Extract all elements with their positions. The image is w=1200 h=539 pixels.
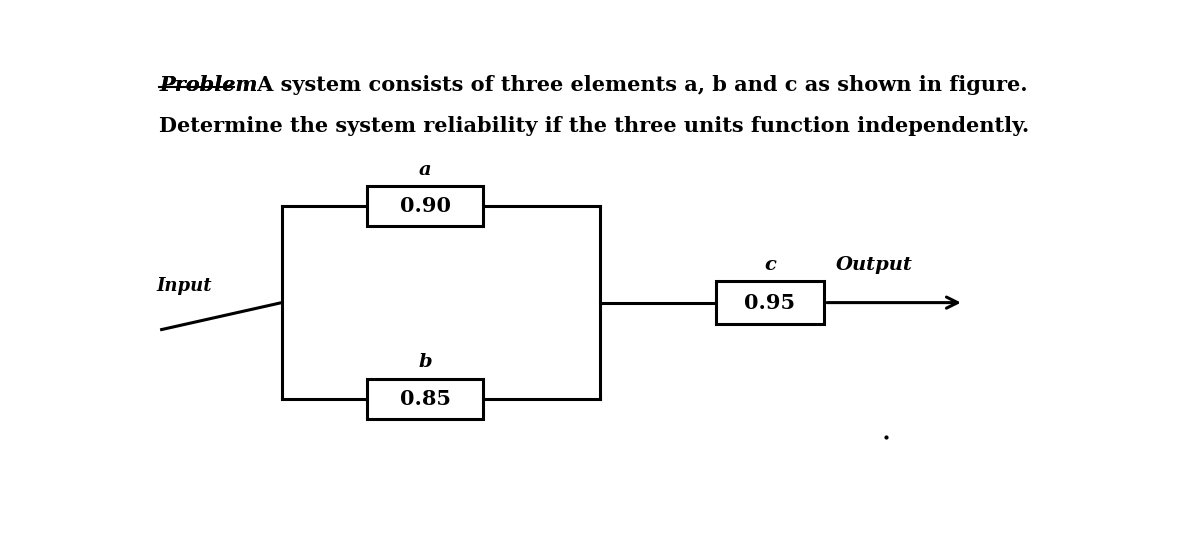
Text: Determine the system reliability if the three units function independently.: Determine the system reliability if the …	[160, 116, 1030, 136]
Text: Output: Output	[836, 255, 913, 274]
FancyBboxPatch shape	[715, 281, 824, 324]
Text: a: a	[419, 161, 432, 178]
Text: c: c	[764, 255, 776, 274]
Text: Input: Input	[156, 277, 212, 295]
Text: 0.95: 0.95	[744, 293, 796, 313]
FancyBboxPatch shape	[367, 379, 484, 419]
Text: 0.85: 0.85	[400, 389, 451, 409]
Text: 0.90: 0.90	[400, 196, 451, 216]
FancyBboxPatch shape	[367, 186, 484, 226]
Text: Problem: Problem	[160, 75, 258, 95]
Text: : A system consists of three elements a, b and c as shown in figure.: : A system consists of three elements a,…	[235, 75, 1028, 95]
Text: b: b	[419, 353, 432, 371]
Text: Problem: Problem	[160, 75, 258, 95]
